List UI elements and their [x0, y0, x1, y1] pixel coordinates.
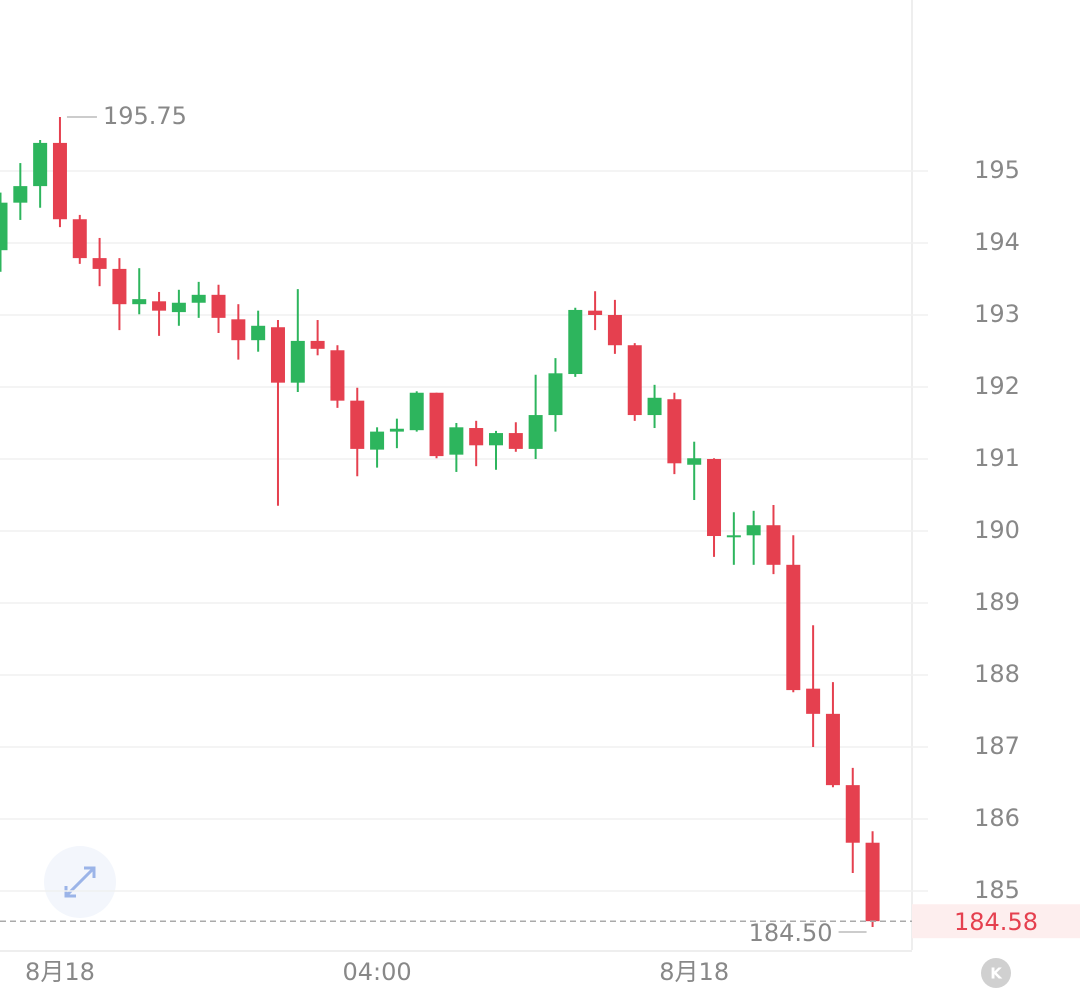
candle-body — [389, 428, 404, 432]
candle-body — [171, 302, 186, 313]
y-tick-label: 188 — [974, 660, 1020, 688]
y-tick-label: 195 — [974, 156, 1020, 184]
candle-body — [409, 392, 424, 431]
last-price-bg — [912, 904, 1080, 939]
candle-body — [726, 535, 741, 538]
candle-body — [13, 186, 28, 203]
candle-body — [825, 713, 840, 786]
y-tick-label: 187 — [974, 732, 1020, 760]
candle-body — [667, 399, 682, 464]
candle-body — [746, 525, 761, 536]
y-tick-label: 193 — [974, 300, 1020, 328]
candle-body — [508, 433, 523, 449]
candle-body — [707, 458, 722, 537]
candle-body — [766, 525, 781, 565]
candle-body — [607, 314, 622, 346]
min-label: 184.50 — [749, 919, 833, 947]
candle-body — [330, 350, 345, 401]
candle-body — [469, 428, 484, 446]
candle-body — [92, 258, 107, 269]
candle-body — [251, 325, 266, 341]
candle-body — [687, 458, 702, 465]
candle-body — [152, 301, 167, 311]
x-tick-label: 8月18 — [659, 958, 729, 986]
y-tick-label: 185 — [974, 876, 1020, 904]
candle-body — [290, 340, 305, 383]
candle-body — [72, 219, 87, 259]
candle-body — [112, 268, 127, 305]
k-button-label: K — [990, 965, 1003, 983]
candle-body — [33, 142, 48, 187]
candle-body — [647, 397, 662, 416]
candle-body — [270, 327, 285, 383]
y-tick-label: 189 — [974, 588, 1020, 616]
max-label: 195.75 — [103, 102, 187, 130]
y-tick-label: 192 — [974, 372, 1020, 400]
candle-body — [0, 202, 8, 251]
candle-body — [231, 319, 246, 341]
candle-body — [310, 340, 325, 349]
candle-body — [845, 785, 860, 843]
k-button[interactable]: K — [981, 958, 1011, 988]
candle-body — [132, 299, 147, 305]
x-tick-label: 04:00 — [342, 958, 411, 986]
y-tick-label: 194 — [974, 228, 1020, 256]
candle-body — [865, 842, 880, 922]
y-tick-label: 191 — [974, 444, 1020, 472]
k-button-bg — [981, 958, 1011, 988]
last-price-label: 184.58 — [954, 908, 1038, 936]
candle-body — [191, 294, 206, 303]
x-tick-label: 8月18 — [25, 958, 95, 986]
y-tick-label: 190 — [974, 516, 1020, 544]
candle-body — [429, 392, 444, 457]
candle-body — [370, 431, 385, 450]
candle-body — [350, 400, 365, 449]
candle-body — [548, 373, 563, 416]
candle-body — [588, 310, 603, 315]
candle-body — [627, 345, 642, 416]
candle-body — [449, 427, 464, 455]
candle-body — [806, 688, 821, 714]
candle-body — [211, 294, 226, 318]
expand-button[interactable] — [44, 846, 116, 918]
candle-body — [489, 433, 503, 446]
candle-body — [528, 415, 543, 449]
candle-body — [786, 564, 801, 691]
candle-body — [52, 142, 67, 220]
y-tick-label: 186 — [974, 804, 1020, 832]
candle-body — [568, 309, 583, 375]
